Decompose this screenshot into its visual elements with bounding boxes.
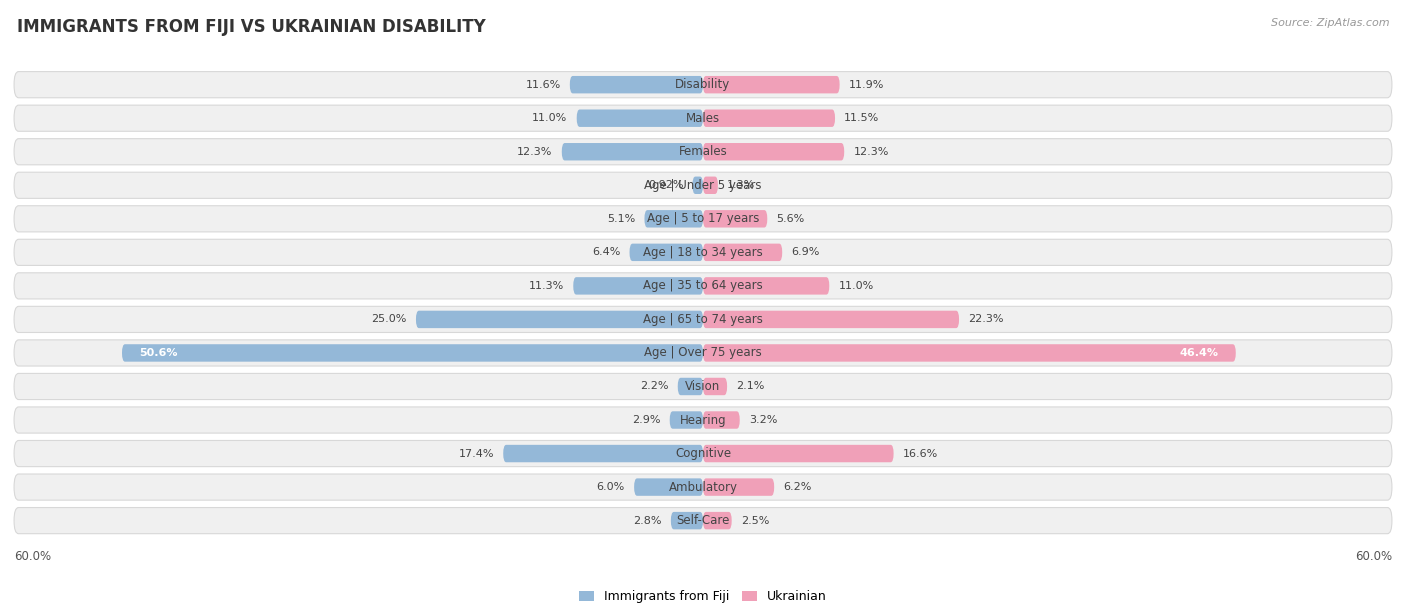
FancyBboxPatch shape — [14, 441, 1392, 466]
FancyBboxPatch shape — [14, 340, 1392, 366]
FancyBboxPatch shape — [634, 479, 703, 496]
Text: 12.3%: 12.3% — [853, 147, 889, 157]
FancyBboxPatch shape — [703, 378, 727, 395]
FancyBboxPatch shape — [574, 277, 703, 294]
Text: Age | 5 to 17 years: Age | 5 to 17 years — [647, 212, 759, 225]
FancyBboxPatch shape — [14, 206, 1392, 232]
Text: 6.0%: 6.0% — [596, 482, 624, 492]
FancyBboxPatch shape — [703, 110, 835, 127]
Text: 17.4%: 17.4% — [458, 449, 494, 458]
Text: Age | 35 to 64 years: Age | 35 to 64 years — [643, 280, 763, 293]
FancyBboxPatch shape — [630, 244, 703, 261]
Text: 5.1%: 5.1% — [607, 214, 636, 224]
Legend: Immigrants from Fiji, Ukrainian: Immigrants from Fiji, Ukrainian — [574, 585, 832, 608]
FancyBboxPatch shape — [14, 474, 1392, 500]
Text: Vision: Vision — [685, 380, 721, 393]
Text: 3.2%: 3.2% — [749, 415, 778, 425]
FancyBboxPatch shape — [692, 176, 703, 194]
Text: Age | 18 to 34 years: Age | 18 to 34 years — [643, 246, 763, 259]
Text: 11.9%: 11.9% — [849, 80, 884, 90]
FancyBboxPatch shape — [644, 210, 703, 228]
FancyBboxPatch shape — [576, 110, 703, 127]
Text: Age | Under 5 years: Age | Under 5 years — [644, 179, 762, 192]
Text: 0.92%: 0.92% — [648, 181, 683, 190]
Text: 2.5%: 2.5% — [741, 516, 769, 526]
Text: Females: Females — [679, 145, 727, 159]
FancyBboxPatch shape — [14, 239, 1392, 266]
FancyBboxPatch shape — [703, 244, 782, 261]
FancyBboxPatch shape — [416, 311, 703, 328]
Text: Males: Males — [686, 112, 720, 125]
FancyBboxPatch shape — [569, 76, 703, 94]
Text: 2.1%: 2.1% — [737, 381, 765, 392]
FancyBboxPatch shape — [678, 378, 703, 395]
Text: 6.4%: 6.4% — [592, 247, 620, 257]
FancyBboxPatch shape — [703, 143, 844, 160]
FancyBboxPatch shape — [14, 139, 1392, 165]
FancyBboxPatch shape — [703, 76, 839, 94]
Text: 60.0%: 60.0% — [14, 550, 51, 563]
Text: 16.6%: 16.6% — [903, 449, 938, 458]
FancyBboxPatch shape — [703, 512, 731, 529]
Text: IMMIGRANTS FROM FIJI VS UKRAINIAN DISABILITY: IMMIGRANTS FROM FIJI VS UKRAINIAN DISABI… — [17, 18, 485, 36]
FancyBboxPatch shape — [703, 344, 1236, 362]
FancyBboxPatch shape — [703, 176, 718, 194]
Text: 22.3%: 22.3% — [969, 315, 1004, 324]
Text: 46.4%: 46.4% — [1180, 348, 1219, 358]
FancyBboxPatch shape — [14, 373, 1392, 400]
FancyBboxPatch shape — [503, 445, 703, 462]
Text: Age | 65 to 74 years: Age | 65 to 74 years — [643, 313, 763, 326]
FancyBboxPatch shape — [703, 445, 894, 462]
FancyBboxPatch shape — [14, 172, 1392, 198]
FancyBboxPatch shape — [122, 344, 703, 362]
Text: 11.5%: 11.5% — [844, 113, 880, 123]
FancyBboxPatch shape — [703, 411, 740, 429]
Text: 11.3%: 11.3% — [529, 281, 564, 291]
Text: Self-Care: Self-Care — [676, 514, 730, 527]
Text: Hearing: Hearing — [679, 414, 727, 427]
FancyBboxPatch shape — [703, 277, 830, 294]
Text: Cognitive: Cognitive — [675, 447, 731, 460]
FancyBboxPatch shape — [14, 72, 1392, 98]
Text: 2.9%: 2.9% — [633, 415, 661, 425]
Text: 25.0%: 25.0% — [371, 315, 406, 324]
Text: 11.0%: 11.0% — [533, 113, 568, 123]
FancyBboxPatch shape — [703, 479, 775, 496]
Text: 6.9%: 6.9% — [792, 247, 820, 257]
FancyBboxPatch shape — [562, 143, 703, 160]
FancyBboxPatch shape — [14, 273, 1392, 299]
FancyBboxPatch shape — [703, 210, 768, 228]
Text: 12.3%: 12.3% — [517, 147, 553, 157]
Text: 6.2%: 6.2% — [783, 482, 811, 492]
FancyBboxPatch shape — [669, 411, 703, 429]
Text: Age | Over 75 years: Age | Over 75 years — [644, 346, 762, 359]
FancyBboxPatch shape — [14, 105, 1392, 132]
FancyBboxPatch shape — [14, 507, 1392, 534]
Text: Disability: Disability — [675, 78, 731, 91]
Text: 11.6%: 11.6% — [526, 80, 561, 90]
Text: 60.0%: 60.0% — [1355, 550, 1392, 563]
Text: 2.8%: 2.8% — [633, 516, 662, 526]
FancyBboxPatch shape — [703, 311, 959, 328]
Text: 1.3%: 1.3% — [727, 181, 755, 190]
FancyBboxPatch shape — [14, 407, 1392, 433]
Text: Source: ZipAtlas.com: Source: ZipAtlas.com — [1271, 18, 1389, 28]
Text: 50.6%: 50.6% — [139, 348, 177, 358]
Text: 11.0%: 11.0% — [838, 281, 873, 291]
Text: 5.6%: 5.6% — [776, 214, 804, 224]
Text: 2.2%: 2.2% — [640, 381, 669, 392]
Text: Ambulatory: Ambulatory — [668, 480, 738, 494]
FancyBboxPatch shape — [14, 307, 1392, 332]
FancyBboxPatch shape — [671, 512, 703, 529]
